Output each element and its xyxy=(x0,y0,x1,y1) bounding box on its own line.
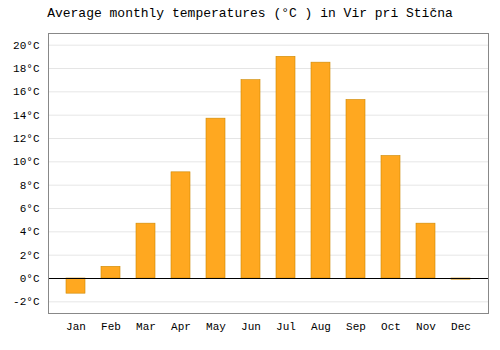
svg-text:0°C: 0°C xyxy=(20,273,40,285)
svg-text:14°C: 14°C xyxy=(13,110,40,122)
svg-text:May: May xyxy=(206,321,226,333)
svg-text:Feb: Feb xyxy=(101,321,121,333)
html-text:Average monthly temperatures (: Average monthly temperatures (°C ) in Vi… xyxy=(47,6,453,21)
svg-text:Mar: Mar xyxy=(136,321,156,333)
svg-text:Jul: Jul xyxy=(276,321,296,333)
svg-text:Nov: Nov xyxy=(416,321,436,333)
svg-text:Jan: Jan xyxy=(66,321,86,333)
svg-text:10°C: 10°C xyxy=(13,156,40,168)
svg-text:20°C: 20°C xyxy=(13,40,40,52)
svg-text:2°C: 2°C xyxy=(20,250,40,262)
svg-text:16°C: 16°C xyxy=(13,86,40,98)
svg-text:-2°C: -2°C xyxy=(13,296,40,308)
svg-text:6°C: 6°C xyxy=(20,203,40,215)
svg-text:4°C: 4°C xyxy=(20,226,40,238)
svg-text:8°C: 8°C xyxy=(20,180,40,192)
svg-text:Sep: Sep xyxy=(346,321,366,333)
svg-text:Apr: Apr xyxy=(171,321,191,333)
svg-text:Aug: Aug xyxy=(311,321,331,333)
svg-text:Dec: Dec xyxy=(451,321,471,333)
svg-text:12°C: 12°C xyxy=(13,133,40,145)
svg-text:Jun: Jun xyxy=(241,321,261,333)
svg-text:Oct: Oct xyxy=(381,321,401,333)
svg-text:18°C: 18°C xyxy=(13,63,40,75)
